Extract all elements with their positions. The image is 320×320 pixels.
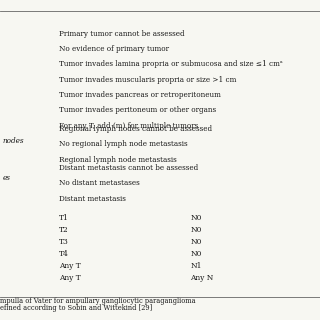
Text: es: es xyxy=(3,173,11,181)
Text: Distant metastasis: Distant metastasis xyxy=(59,195,126,203)
Text: efined according to Sobin and Wittekind [29]: efined according to Sobin and Wittekind … xyxy=(0,304,152,312)
Text: Regional lymph nodes cannot be assessed: Regional lymph nodes cannot be assessed xyxy=(59,125,212,133)
Text: N1: N1 xyxy=(190,262,202,270)
Text: Tumor invades muscularis propria or size >1 cm: Tumor invades muscularis propria or size… xyxy=(59,76,236,84)
Text: nodes: nodes xyxy=(3,138,24,145)
Text: No evidence of primary tumor: No evidence of primary tumor xyxy=(59,45,169,53)
Text: T2: T2 xyxy=(59,226,69,234)
Text: Any N: Any N xyxy=(190,274,214,282)
Text: T3: T3 xyxy=(59,238,69,246)
Text: No distant metastases: No distant metastases xyxy=(59,179,140,188)
Text: T1: T1 xyxy=(59,214,69,221)
Text: T4: T4 xyxy=(59,250,69,258)
Text: For any T, add (m) for multiple tumors: For any T, add (m) for multiple tumors xyxy=(59,122,198,130)
Text: Any T: Any T xyxy=(59,262,81,270)
Text: Distant metastasis cannot be assessed: Distant metastasis cannot be assessed xyxy=(59,164,198,172)
Text: Tumor invades lamina propria or submucosa and size ≤1 cmᵃ: Tumor invades lamina propria or submucos… xyxy=(59,60,283,68)
Text: mpulla of Vater for ampullary gangliocytic paraganglioma: mpulla of Vater for ampullary gangliocyt… xyxy=(0,298,196,305)
Text: Primary tumor cannot be assessed: Primary tumor cannot be assessed xyxy=(59,30,185,38)
Text: N0: N0 xyxy=(190,238,202,246)
Text: N0: N0 xyxy=(190,250,202,258)
Text: Tumor invades peritoneum or other organs: Tumor invades peritoneum or other organs xyxy=(59,106,216,114)
Text: N0: N0 xyxy=(190,226,202,234)
Text: Tumor invades pancreas or retroperitoneum: Tumor invades pancreas or retroperitoneu… xyxy=(59,91,221,99)
Text: N0: N0 xyxy=(190,214,202,221)
Text: Regional lymph node metastasis: Regional lymph node metastasis xyxy=(59,156,177,164)
Text: Any T: Any T xyxy=(59,274,81,282)
Text: No regional lymph node metastasis: No regional lymph node metastasis xyxy=(59,140,188,148)
